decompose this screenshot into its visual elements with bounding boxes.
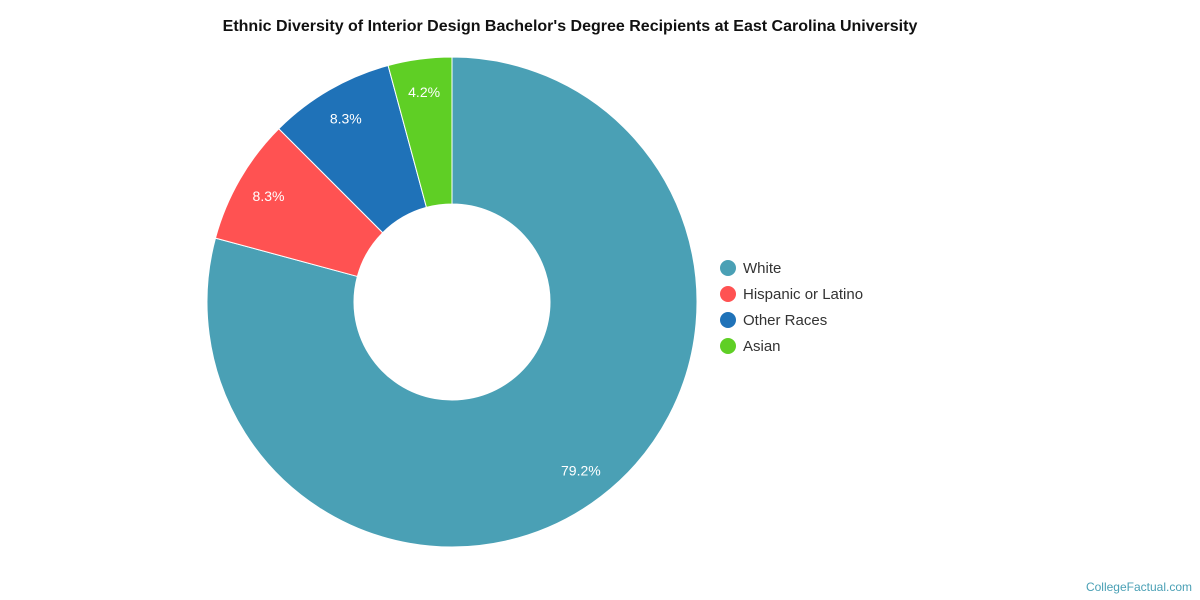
legend-item[interactable]: Asian <box>720 333 863 359</box>
legend-item[interactable]: Other Races <box>720 307 863 333</box>
slice-asian[interactable] <box>387 56 453 209</box>
legend-item[interactable]: White <box>720 255 863 281</box>
watermark[interactable]: CollegeFactual.com <box>1085 580 1192 594</box>
legend: White Hispanic or Latino Other Races Asian <box>720 255 863 359</box>
data-label: 8.3% <box>253 188 285 204</box>
legend-marker-icon <box>720 338 736 354</box>
data-label: 79.2% <box>561 462 601 478</box>
legend-label: Asian <box>743 337 781 355</box>
legend-marker-icon <box>720 312 736 328</box>
legend-label: Other Races <box>743 311 828 329</box>
slice-white[interactable] <box>206 56 698 548</box>
chart-title: Ethnic Diversity of Interior Design Bach… <box>222 18 918 35</box>
legend-marker-icon <box>720 260 736 276</box>
data-label: 4.2% <box>408 84 440 100</box>
legend-label: Hispanic or Latino <box>743 285 864 303</box>
data-label: 8.3% <box>330 111 362 127</box>
legend-label: White <box>743 259 782 277</box>
legend-marker-icon <box>720 286 736 302</box>
legend-item[interactable]: Hispanic or Latino <box>720 281 863 307</box>
